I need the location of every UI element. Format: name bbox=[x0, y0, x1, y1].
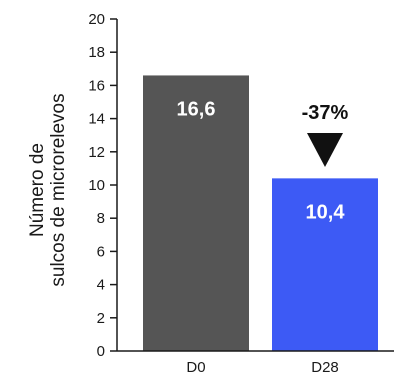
y-axis-title: Número de sulcos de microrelevos bbox=[27, 93, 69, 286]
y-tick-label: 14 bbox=[88, 111, 105, 128]
x-tick-label-d0: D0 bbox=[186, 359, 205, 376]
y-axis-title-line-1: Número de bbox=[27, 143, 48, 237]
change-annotation: -37% bbox=[302, 102, 349, 167]
y-tick-label: 0 bbox=[97, 343, 105, 360]
bar-d0 bbox=[143, 75, 249, 351]
bar-value-label-d28: 10,4 bbox=[306, 201, 346, 223]
y-tick-label: 20 bbox=[88, 11, 105, 28]
y-tick-label: 12 bbox=[88, 144, 105, 161]
bars: 16,6 10,4 bbox=[143, 75, 378, 351]
y-tick-label: 10 bbox=[88, 177, 105, 194]
y-tick-label: 16 bbox=[88, 77, 105, 94]
x-tick-label-d28: D28 bbox=[311, 359, 339, 376]
x-axis: D0 D28 bbox=[117, 350, 394, 376]
bar-d28 bbox=[272, 178, 378, 351]
y-axis: 0 2 4 6 8 10 12 14 16 18 20 bbox=[88, 11, 118, 360]
y-axis-title-line-2: sulcos de microrelevos bbox=[48, 93, 69, 286]
down-triangle-icon bbox=[307, 133, 343, 167]
y-tick-label: 18 bbox=[88, 44, 105, 61]
y-tick-label: 8 bbox=[97, 210, 105, 227]
y-tick-label: 6 bbox=[97, 243, 105, 260]
y-tick-label: 2 bbox=[97, 310, 105, 327]
bar-value-label-d0: 16,6 bbox=[177, 98, 216, 120]
change-label: -37% bbox=[302, 102, 349, 124]
y-tick-label: 4 bbox=[97, 277, 105, 294]
